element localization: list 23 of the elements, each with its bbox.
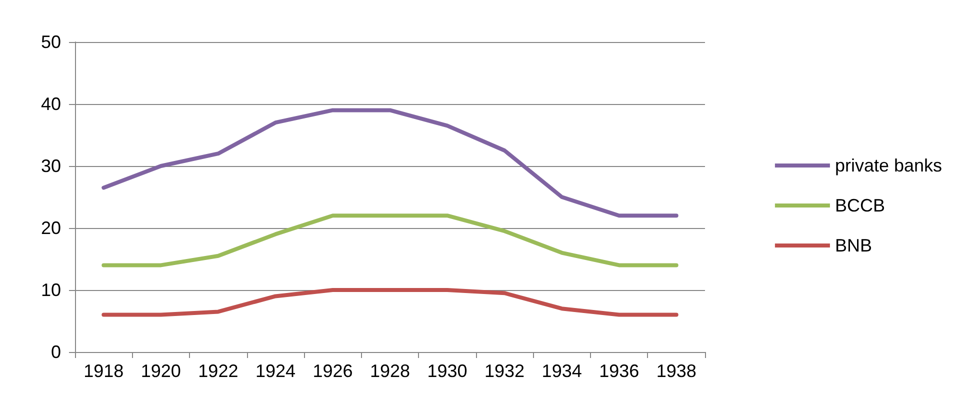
line-series	[102, 108, 678, 218]
x-tick-label: 1920	[140, 361, 181, 381]
x-tick-label: 1930	[427, 361, 468, 381]
x-tick-label: 1918	[84, 361, 124, 381]
y-tick-label: 10	[40, 280, 61, 300]
y-tick-label: 50	[40, 32, 61, 52]
x-tick-label: 1922	[198, 361, 238, 381]
y-tick-label: 40	[40, 94, 61, 114]
x-tick-label: 1932	[484, 361, 525, 381]
y-tick-label: 0	[50, 342, 61, 362]
y-tick-label: 20	[40, 218, 61, 238]
x-tick-label: 1936	[599, 361, 640, 381]
legend-label: private banks	[834, 156, 942, 176]
line-series	[102, 288, 678, 317]
line-series	[102, 214, 678, 268]
x-tick-label: 1928	[370, 361, 410, 381]
x-tick-label: 1926	[312, 361, 353, 381]
legend-label: BCCB	[834, 196, 885, 216]
x-tick-label: 1924	[255, 361, 296, 381]
y-tick-label: 30	[40, 156, 61, 176]
x-tick-label: 1934	[542, 361, 582, 381]
x-tick-label: 1938	[656, 361, 696, 381]
legend-label: BNB	[834, 236, 872, 256]
